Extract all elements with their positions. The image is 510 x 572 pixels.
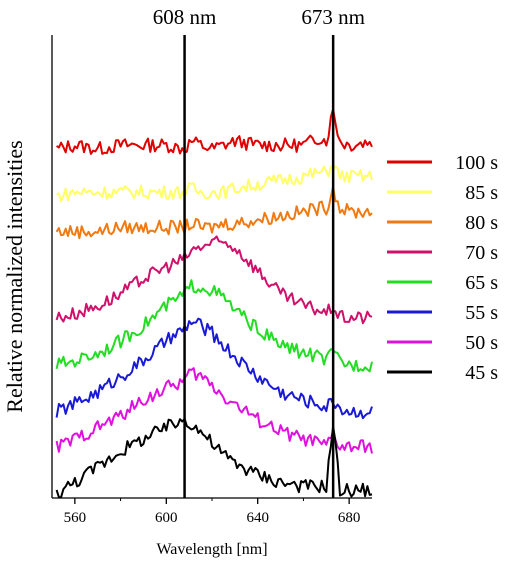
series-line-50s — [55, 367, 373, 454]
legend-label-55s: 55 s — [465, 302, 498, 324]
x-axis-label: Wavelength [nm] — [156, 541, 267, 558]
series-line-80s — [55, 185, 373, 240]
legend-label-45s: 45 s — [465, 362, 498, 384]
axes-group — [51, 35, 372, 504]
series-line-85s — [56, 165, 373, 203]
annotation-line-group — [183, 35, 335, 498]
legend-label-100s: 100 s — [455, 152, 498, 174]
x-tick-label-600: 600 — [155, 510, 178, 526]
legend-label-85s: 85 s — [465, 182, 498, 204]
series-line-65s — [55, 279, 373, 373]
series-line-45s — [55, 417, 373, 499]
legend-label-70s: 70 s — [465, 242, 498, 264]
legend: 100 s 85 s 80 s 70 s 65 s 55 s 50 s 45 s — [387, 152, 498, 384]
x-tick-label-640: 640 — [246, 510, 269, 526]
annotation-label-673: 673 nm — [301, 5, 365, 29]
legend-label-50s: 50 s — [465, 332, 498, 354]
series-line-70s — [55, 235, 373, 325]
series-line-100s — [56, 108, 373, 155]
x-tick-label-680: 680 — [338, 510, 361, 526]
series-line-55s — [55, 317, 373, 420]
legend-label-80s: 80 s — [465, 212, 498, 234]
y-axis-label: Relative normalized intensities — [2, 140, 27, 412]
label-group: 608 nm 673 nm 560 600 640 680 Wavelength [nm] R… — [2, 5, 365, 558]
legend-label-65s: 65 s — [465, 272, 498, 294]
annotation-label-608: 608 nm — [153, 5, 217, 29]
x-tick-label-560: 560 — [64, 510, 87, 526]
plot-series-group — [55, 108, 373, 499]
